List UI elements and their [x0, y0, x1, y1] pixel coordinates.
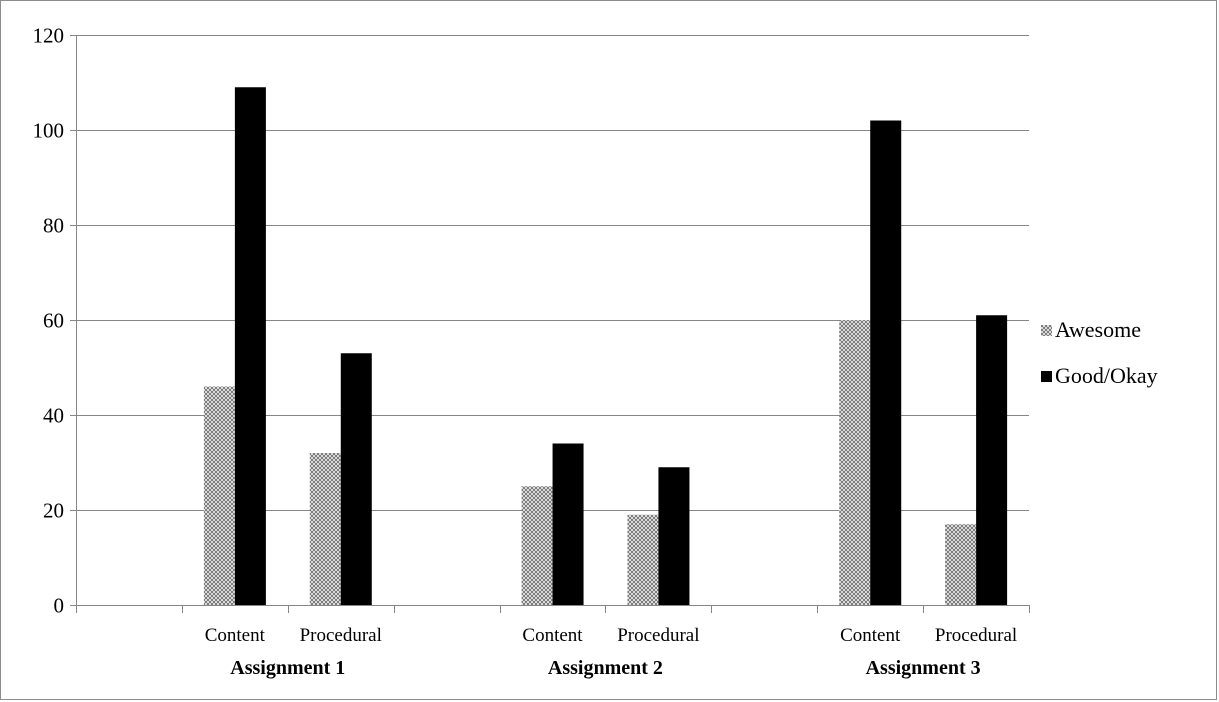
legend: Awesome Good/Okay: [1041, 317, 1158, 388]
bar-awesome: [627, 514, 659, 605]
bar-awesome: [839, 320, 871, 605]
axes: [70, 35, 1030, 613]
legend-label: Awesome: [1055, 317, 1141, 342]
x-category-label: Procedural: [935, 625, 1017, 646]
legend-swatch: [1041, 371, 1052, 382]
legend-label: Good/Okay: [1055, 363, 1158, 388]
bar-awesome: [945, 524, 977, 605]
bar-good-okay: [870, 120, 902, 605]
x-group-label: Assignment 2: [548, 657, 663, 679]
axis-labels: 0 20 40 60 80 100 120 Content Procedural Content P…: [33, 24, 1018, 680]
x-category-label: Procedural: [300, 625, 382, 646]
bar-awesome: [203, 386, 235, 605]
legend-swatch: [1041, 325, 1052, 336]
y-tick-label: 20: [43, 499, 64, 523]
bar-good-okay: [340, 353, 372, 605]
y-tick-label: 120: [33, 24, 65, 48]
y-tick-label: 0: [54, 594, 65, 618]
x-category-label: Content: [205, 625, 266, 646]
y-tick-label: 60: [43, 309, 64, 333]
y-tick-label: 80: [43, 214, 64, 238]
bar-good-okay: [552, 443, 584, 605]
y-tick-label: 40: [43, 404, 64, 428]
x-category-label: Content: [522, 625, 583, 646]
bar-awesome: [309, 453, 341, 605]
bar-awesome: [521, 486, 553, 605]
bars: [203, 87, 1008, 605]
x-category-label: Procedural: [617, 625, 699, 646]
bar-good-okay: [976, 315, 1008, 605]
x-category-label: Content: [840, 625, 901, 646]
x-group-label: Assignment 1: [230, 657, 345, 679]
bar-good-okay: [234, 87, 266, 605]
bar-good-okay: [658, 467, 690, 605]
y-tick-label: 100: [33, 119, 65, 143]
x-group-label: Assignment 3: [866, 657, 981, 679]
